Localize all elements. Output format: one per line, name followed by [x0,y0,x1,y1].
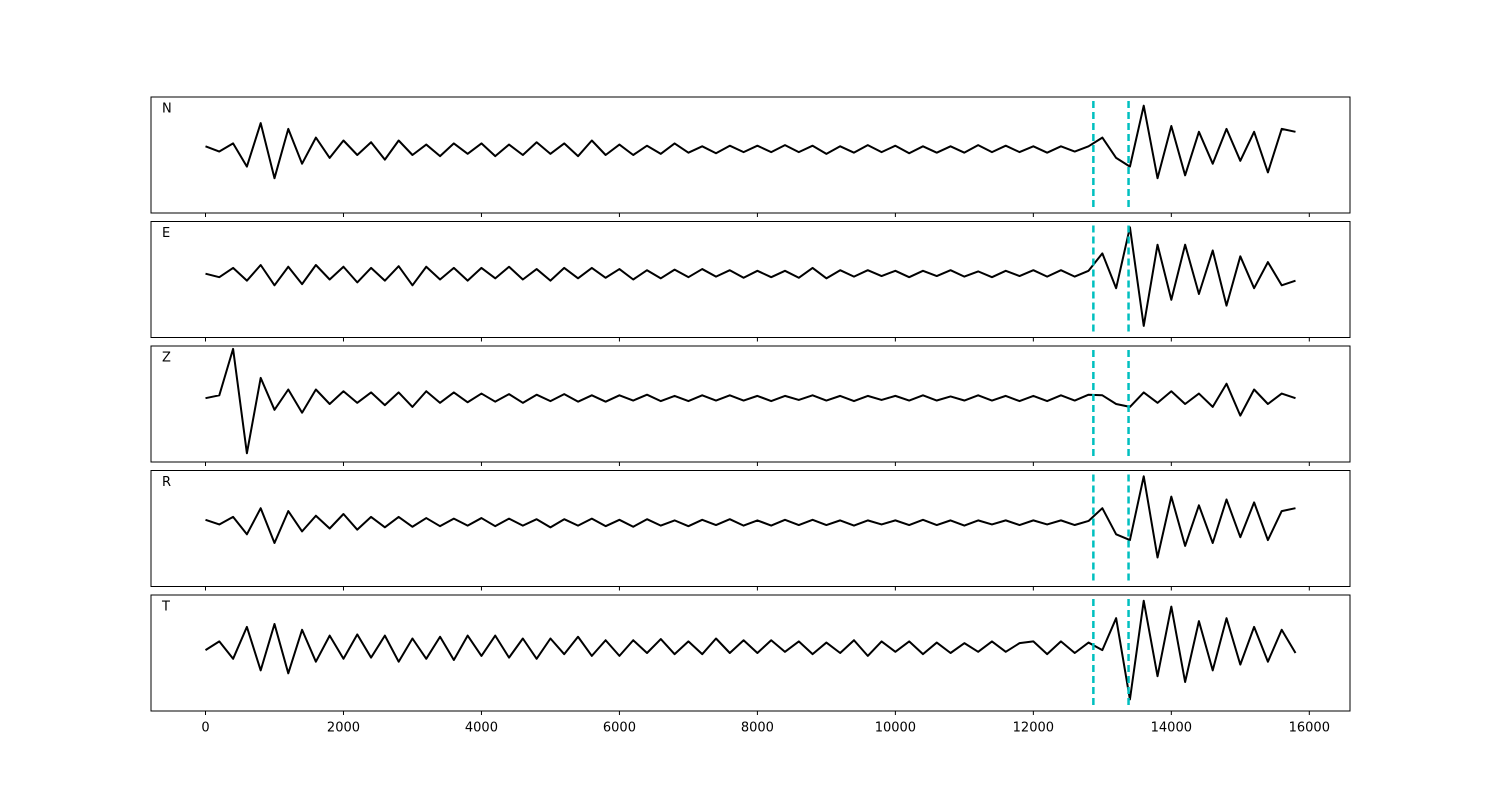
x-tick-label: 4000 [465,721,498,736]
waveform [205,347,1296,455]
waveform [205,104,1296,180]
waveform [204,599,1297,701]
x-tick-label: 12000 [1013,721,1054,736]
panel-label: N [162,102,172,117]
panel-label: T [161,600,170,615]
x-tick-label: 0 [201,721,209,736]
panel-frame [150,594,1351,712]
waveform [205,226,1296,327]
x-tick-label: 6000 [603,721,636,736]
panel-label: Z [162,351,171,366]
x-tick-label: 2000 [327,721,360,736]
panel-frame [150,96,1351,214]
panel-label: E [162,226,170,241]
panel-frame [150,345,1351,463]
x-tick-label: 16000 [1289,721,1330,736]
x-tick-label: 14000 [1151,721,1192,736]
panel-frame [150,221,1351,338]
x-tick-label: 10000 [875,721,916,736]
panel-label: R [162,475,171,490]
waveform [205,475,1296,559]
panel-frame [150,470,1351,587]
x-tick-label: 8000 [741,721,774,736]
